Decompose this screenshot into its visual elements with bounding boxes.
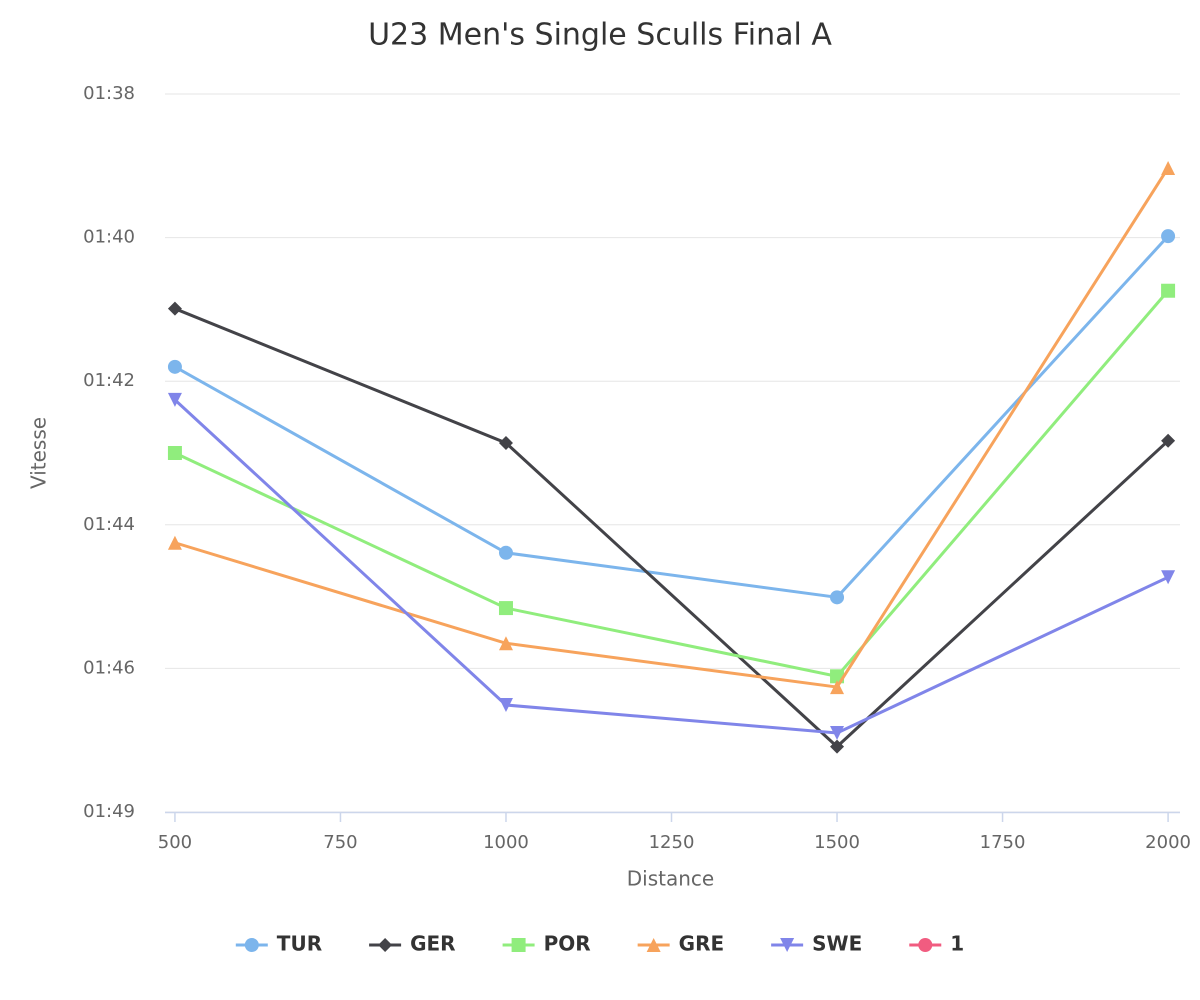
data-point <box>167 359 182 374</box>
data-point <box>167 392 182 407</box>
y-axis-label: Vitesse <box>27 417 51 489</box>
x-tick-label: 750 <box>323 832 357 853</box>
x-tick-label: 1000 <box>483 832 529 853</box>
x-tick-label: 1250 <box>649 832 695 853</box>
data-point <box>167 446 182 460</box>
y-tick-label: 01:40 <box>83 227 135 248</box>
series-line <box>174 235 1170 599</box>
data-point <box>167 535 182 550</box>
data-point <box>167 301 182 316</box>
data-point <box>830 680 845 695</box>
legend-symbol <box>244 938 259 952</box>
y-tick-label: 01:49 <box>83 801 135 822</box>
x-tick-label: 2000 <box>1145 832 1191 853</box>
y-tick-label: 01:46 <box>83 657 135 678</box>
data-point <box>498 435 513 450</box>
legend-label: SWE <box>812 932 862 956</box>
data-point <box>498 545 513 560</box>
data-point <box>498 698 513 713</box>
chart-title: U23 Men's Single Sculls Final A <box>368 18 832 53</box>
y-tick-label: 01:38 <box>83 83 135 104</box>
legend-symbol <box>511 938 526 952</box>
legend-symbol <box>646 938 661 952</box>
series-line <box>174 307 1170 749</box>
legend-symbol <box>378 938 393 952</box>
legend-label: GRE <box>679 932 724 956</box>
legend-label: TUR <box>277 932 322 956</box>
series-line <box>174 167 1170 689</box>
legend-label: POR <box>544 932 591 956</box>
data-point <box>498 601 513 616</box>
data-point <box>1161 433 1176 448</box>
data-point <box>498 636 513 651</box>
legend-symbol <box>918 938 933 952</box>
y-tick-label: 01:44 <box>83 514 135 535</box>
data-point <box>1161 229 1176 244</box>
data-point <box>830 726 845 741</box>
series-line <box>174 289 1170 678</box>
legend-label: 1 <box>950 932 964 956</box>
series-line <box>173 398 1169 735</box>
legend-label: GER <box>410 932 455 956</box>
x-tick-label: 1500 <box>814 832 860 853</box>
legend: TUR GER POR GRE SWE 1 <box>235 932 964 956</box>
data-point <box>830 739 845 754</box>
x-tick-label: 500 <box>158 832 192 853</box>
x-tick-label: 1750 <box>980 832 1026 853</box>
y-tick-label: 01:42 <box>83 370 135 391</box>
x-axis-label: Distance <box>627 867 714 891</box>
data-point <box>1161 570 1176 585</box>
data-point <box>1161 160 1176 175</box>
legend-symbol <box>780 938 795 952</box>
data-point <box>1161 283 1176 298</box>
data-point <box>830 590 845 605</box>
